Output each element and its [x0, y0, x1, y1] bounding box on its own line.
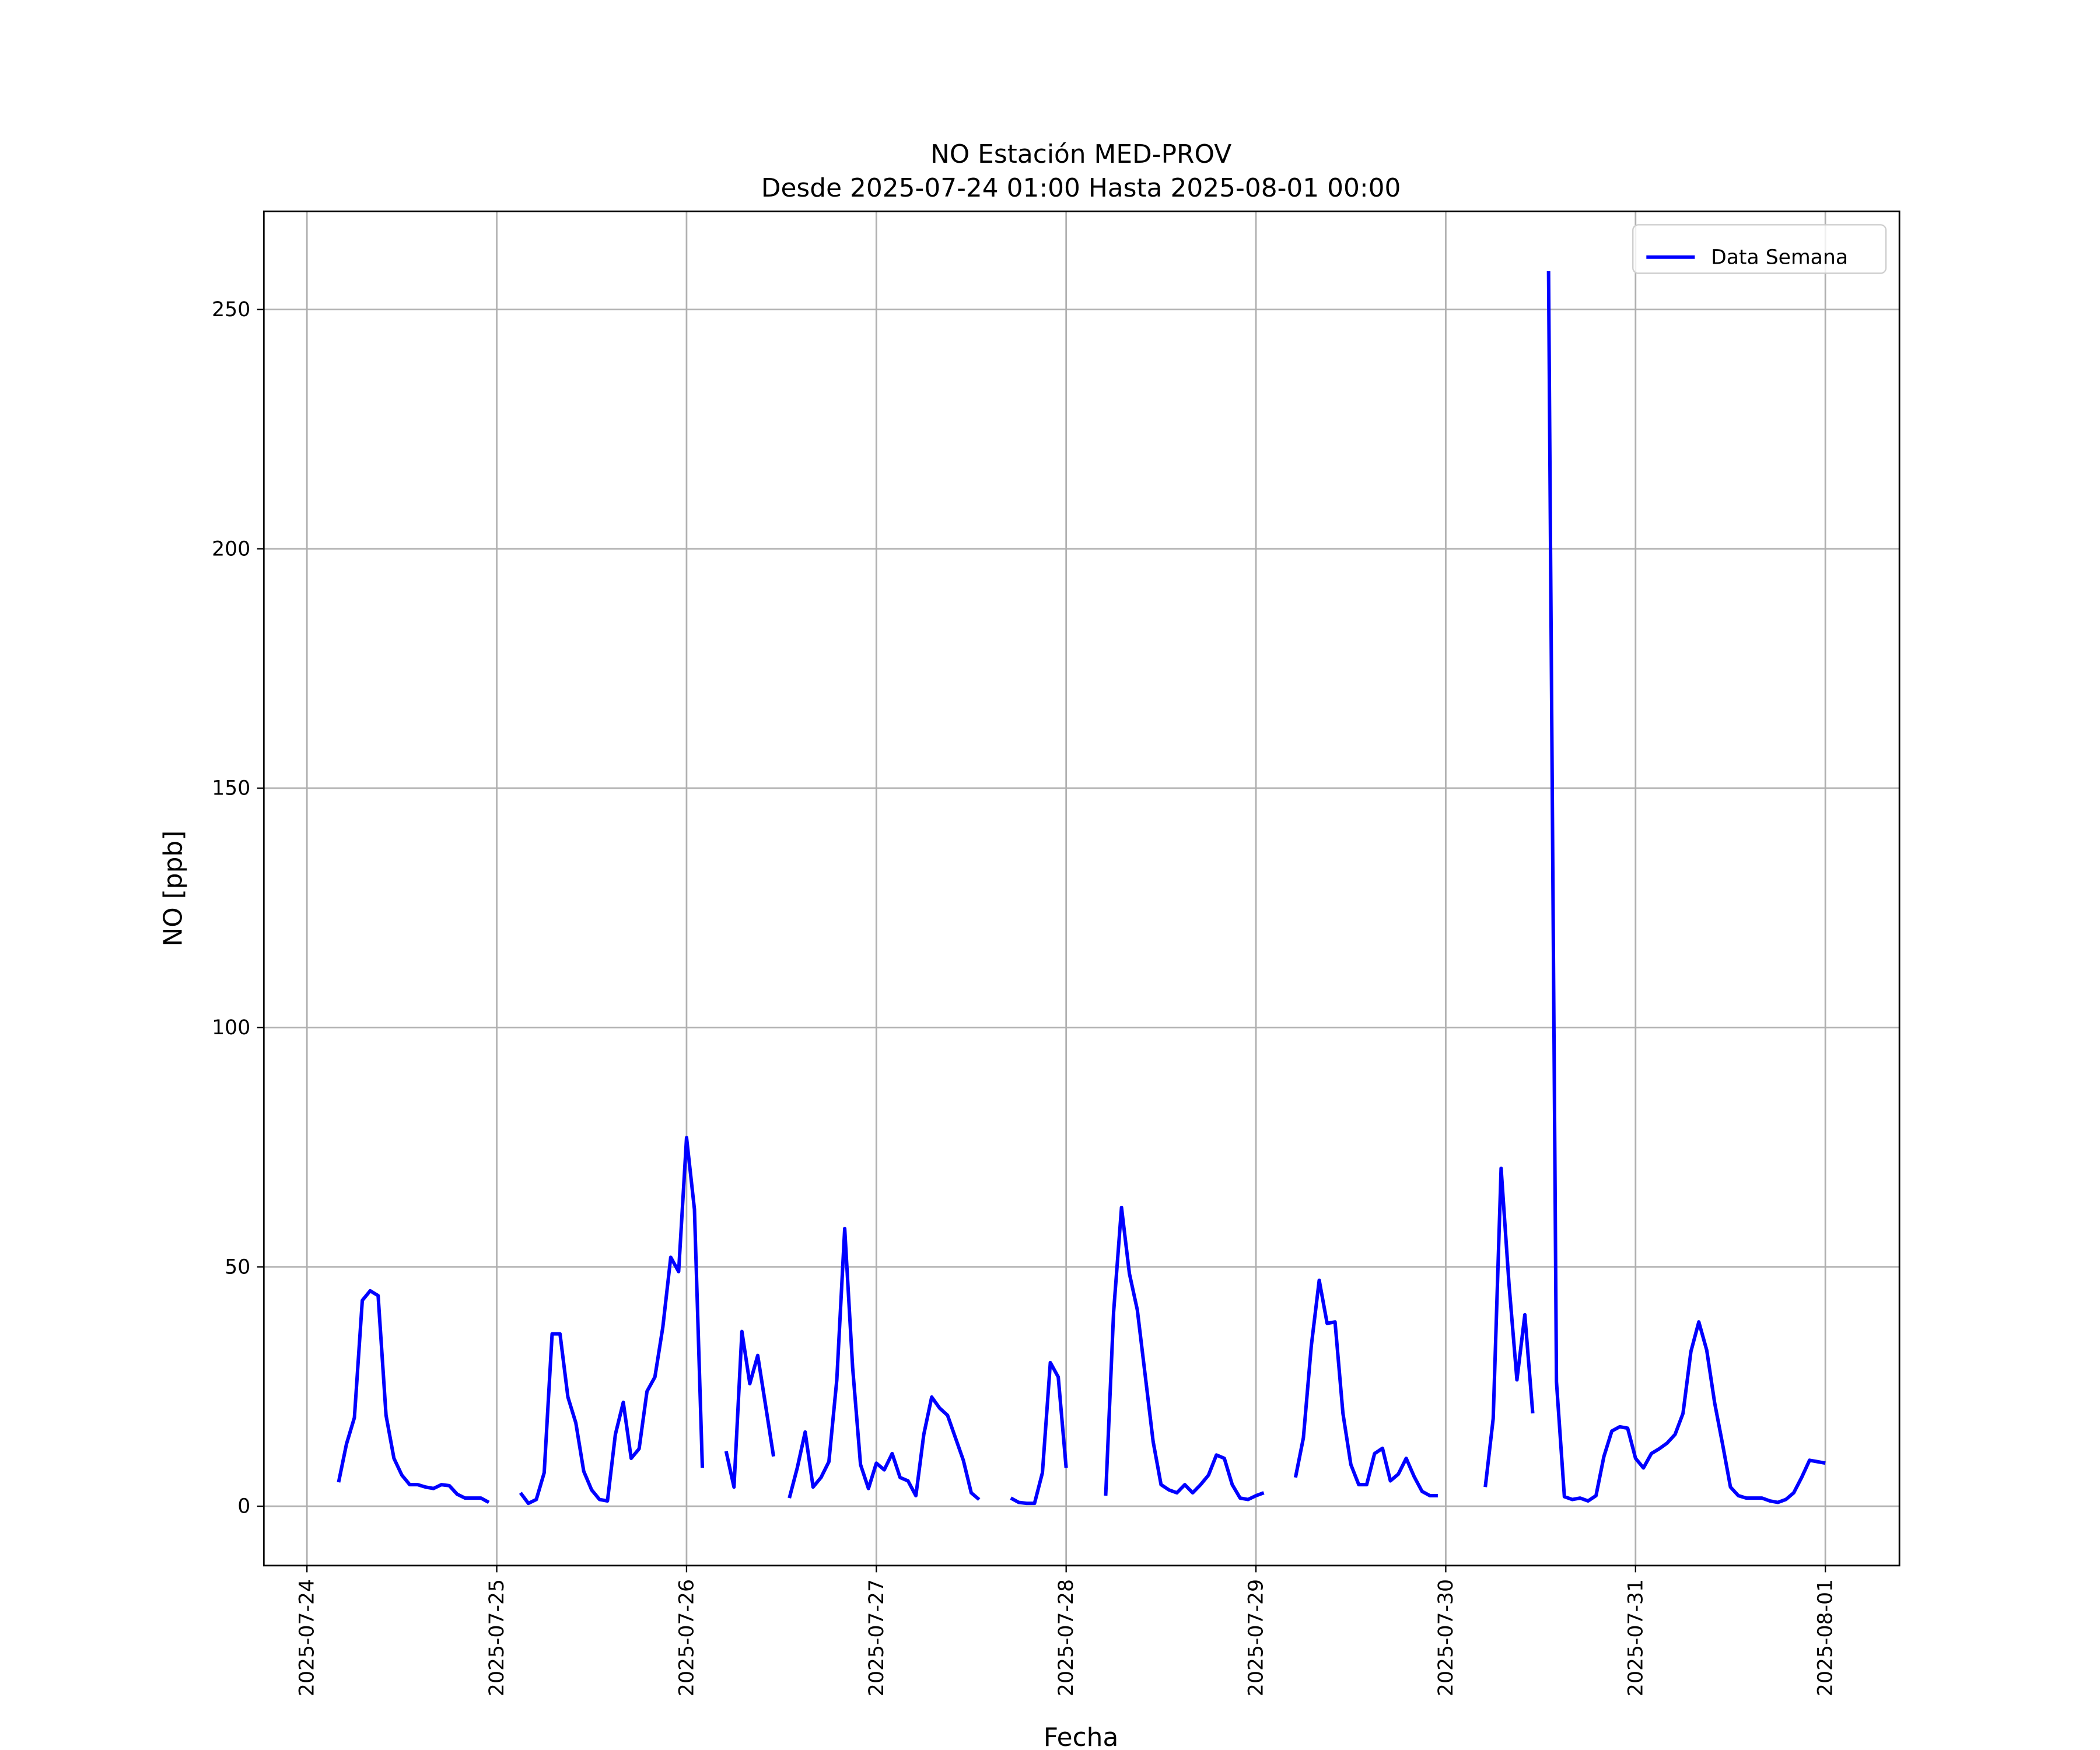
data-line — [337, 271, 1826, 1506]
y-tick-label: 50 — [225, 1255, 250, 1279]
y-axis-label: NO [ppb] — [159, 831, 188, 947]
x-tick-label: 2025-07-24 — [296, 1579, 319, 1696]
y-tick-label: 100 — [212, 1016, 250, 1040]
y-tick-label: 0 — [237, 1495, 250, 1518]
x-tick-label: 2025-07-29 — [1245, 1579, 1268, 1696]
x-tick-label: 2025-07-30 — [1434, 1579, 1458, 1696]
x-axis-label: Fecha — [1044, 1723, 1119, 1750]
chart-subtitle: Desde 2025-07-24 01:00 Hasta 2025-08-01 … — [761, 173, 1401, 203]
x-tick-label: 2025-08-01 — [1814, 1579, 1838, 1696]
x-tick-label: 2025-07-25 — [485, 1579, 509, 1696]
chart-title: NO Estación MED-PROV — [930, 139, 1231, 169]
y-tick-label: 150 — [212, 777, 250, 800]
y-tick-label: 250 — [212, 298, 250, 321]
legend-box — [1632, 224, 1887, 274]
x-tick-label: 2025-07-26 — [675, 1579, 698, 1696]
legend-label: Data Semana — [1711, 246, 1848, 269]
x-tick-label: 2025-07-31 — [1624, 1579, 1647, 1696]
x-tick-label: 2025-07-28 — [1055, 1579, 1078, 1696]
x-tick-label: 2025-07-27 — [865, 1579, 888, 1696]
y-tick-label: 200 — [212, 537, 250, 561]
plot-frame — [262, 210, 1901, 1567]
